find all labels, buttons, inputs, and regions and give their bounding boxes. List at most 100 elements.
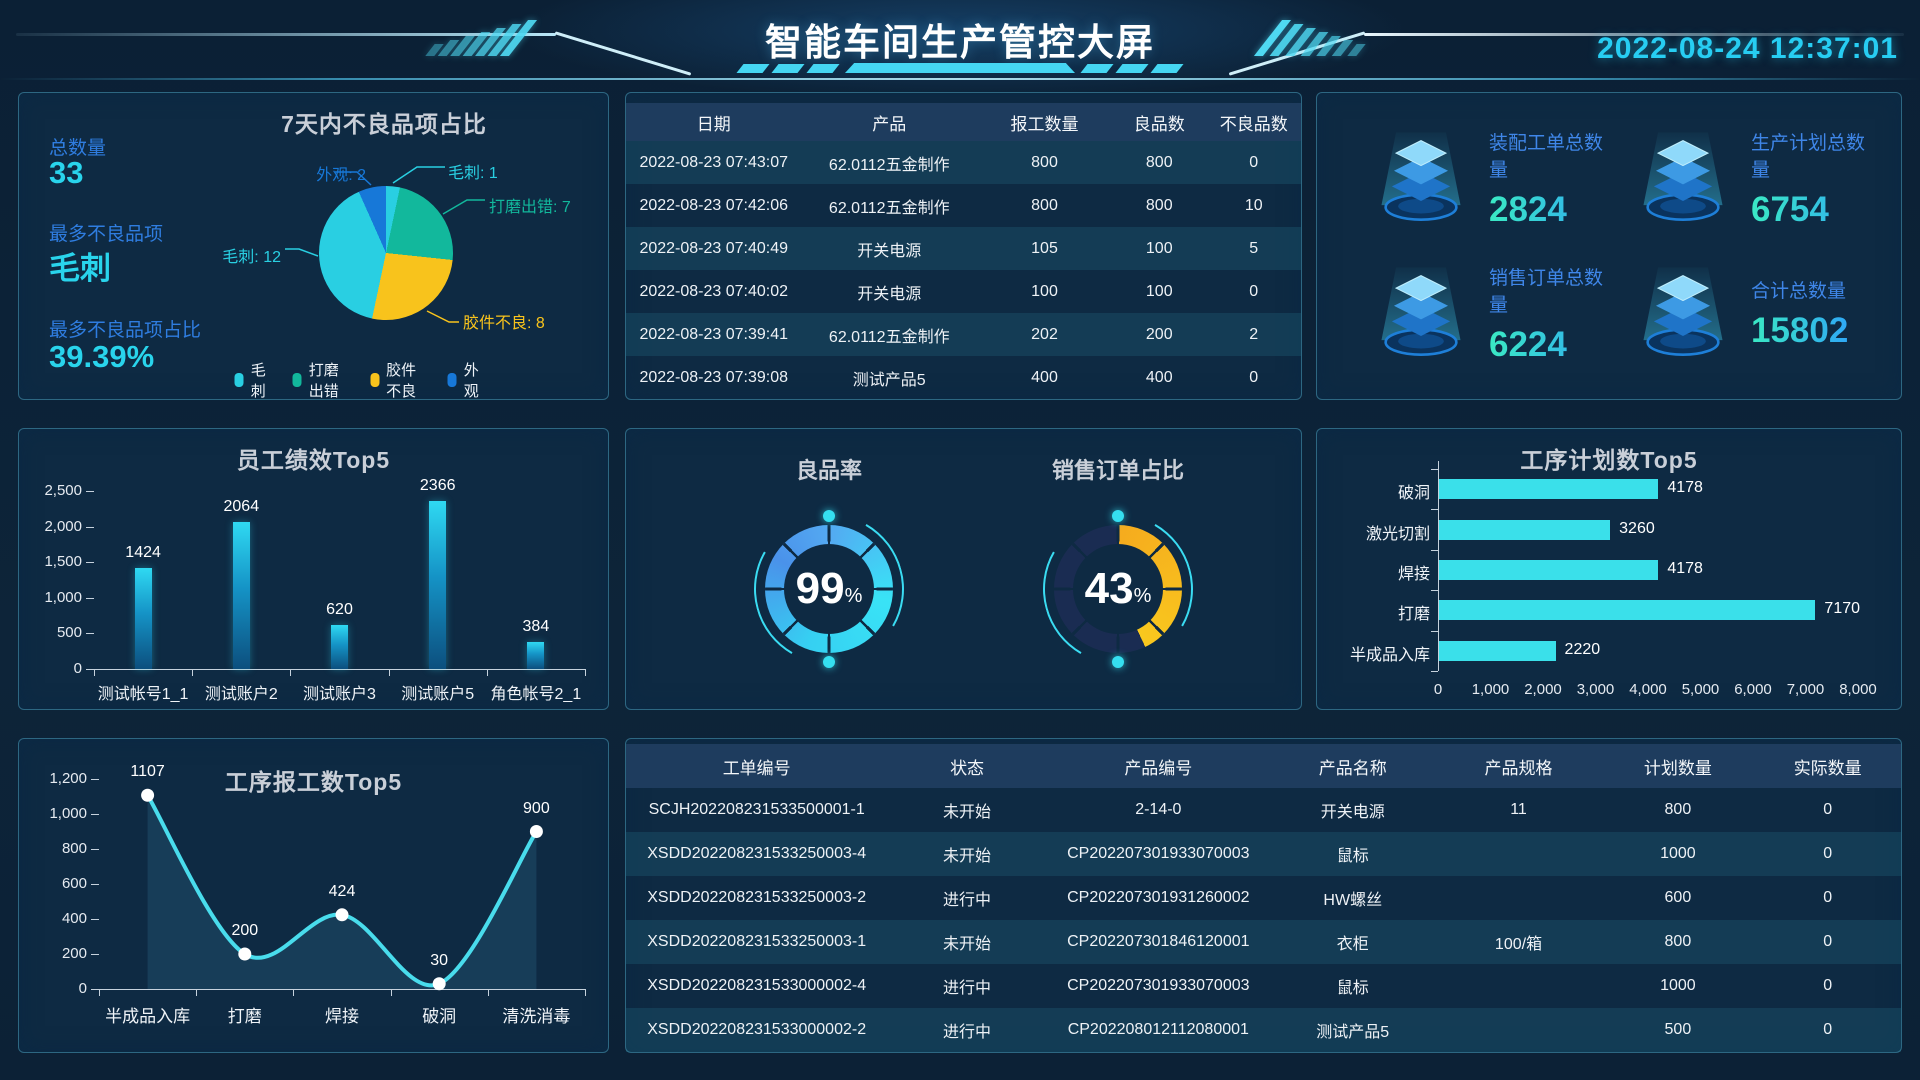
bar (527, 641, 545, 669)
y-tick-mark (1431, 509, 1438, 511)
y-tick-mark (1431, 671, 1438, 672)
x-category-label: 角色帐号2_1 (490, 686, 582, 703)
orders-stack-icon (1381, 132, 1461, 221)
cell: 62.0112五金制作 (828, 199, 950, 217)
y-tick-mark (91, 954, 99, 955)
cell: 2022-08-23 07:42:06 (639, 196, 789, 214)
total-stat-value: 6754 (1751, 190, 1871, 230)
datetime-clock: 2022-08-24 12:37:01 (1597, 32, 1898, 65)
pie-callout-label: 打磨出错: 7 (489, 199, 571, 216)
header-cell: 不良品数 (1219, 114, 1288, 134)
sales-gauge: 43 % (1026, 497, 1210, 681)
panel-title: 员工绩效Top5 (236, 447, 391, 473)
cell: 100/箱 (1494, 936, 1543, 953)
y-tick-mark (91, 779, 99, 780)
cell: 0 (1823, 889, 1833, 906)
x-tick-mark (290, 669, 292, 676)
cell: 5 (1249, 239, 1259, 257)
quality-gauge-title: 良品率 (795, 458, 862, 483)
bar (232, 522, 250, 669)
x-tick-label: 4,000 (1629, 681, 1667, 698)
total-stat-label: 销售订单总数量 (1489, 267, 1604, 316)
point-value-label: 424 (328, 882, 356, 900)
gauge-dot-decoration (1112, 510, 1124, 522)
y-category-label: 焊接 (1397, 566, 1430, 583)
header-pill-decoration (845, 63, 1075, 73)
cell: 11 (1510, 801, 1527, 818)
process-report-line-chart: 0 200 400 600 800 1,000 1,200 1107 半成品入库 200 打磨 424… (19, 739, 608, 1052)
total-stat-value: 6224 (1489, 325, 1609, 365)
x-axis-line (99, 989, 585, 990)
y-tick-label: 1,000 (44, 588, 82, 606)
top-defect-ratio-label: 最多不良品项占比 (49, 320, 202, 341)
x-tick-mark (94, 669, 95, 676)
y-category-label: 打磨 (1397, 606, 1430, 624)
y-tick-mark (86, 491, 94, 492)
cell: 衣柜 (1336, 936, 1369, 953)
page-title: 智能车间生产管控大屏 (765, 22, 1155, 63)
point-value-label: 30 (430, 951, 449, 969)
work-order-panel: 工单编号 状态 产品编号 产品名称 产品规格 计划数量 实际数量 SCJH2022082315… (625, 738, 1902, 1053)
cell: 进行中 (943, 892, 992, 909)
gauge-value: 43 % (1054, 525, 1182, 653)
legend-label: 毛刺 (250, 362, 266, 400)
cell: 105 (1031, 239, 1058, 257)
cell: 0 (1249, 153, 1259, 171)
x-tick-mark (585, 669, 586, 676)
header-cell: 产品编号 (1124, 758, 1193, 778)
cell: CP202207301846120001 (1067, 933, 1250, 950)
orders-stack-icon (1381, 267, 1461, 356)
cell: 未开始 (943, 936, 992, 953)
defect-ratio-panel: 7天内不良品项占比 总数量 33 最多不良品项 毛刺 最多不良品项占比 39.3… (18, 92, 609, 400)
cell: 2022-08-23 07:40:49 (639, 239, 789, 257)
cell: 800 (1145, 196, 1173, 214)
gauge-dot-decoration (823, 510, 835, 522)
cell: XSDD202208231533250003-2 (647, 889, 867, 906)
cell: 测试产品5 (852, 371, 926, 389)
gauge-dot-decoration (1112, 656, 1124, 668)
x-tick-mark (192, 669, 194, 676)
cell: 800 (1031, 153, 1058, 171)
cell: 600 (1664, 889, 1692, 906)
bar (1439, 560, 1659, 580)
top-defect-ratio-value: 39.39% (49, 339, 155, 374)
x-tick-label: 8,000 (1839, 681, 1877, 698)
y-tick-mark (86, 633, 94, 635)
x-category-label: 测试账户5 (401, 686, 475, 703)
cell: 0 (1823, 977, 1833, 994)
production-report-table: 日期 产品 报工数量 良品数 不良品数 2022-08-23 07:43:07 62.011… (626, 103, 1301, 399)
total-stat-label: 合计总数量 (1751, 281, 1847, 302)
x-category-label: 测试帐号1_1 (97, 686, 189, 703)
cell: SCJH202208231533500001-1 (648, 801, 865, 818)
cell: 100 (1145, 282, 1173, 300)
y-tick-mark (1431, 630, 1438, 632)
y-tick-label: 2,000 (44, 517, 82, 535)
cell: 202 (1031, 325, 1058, 343)
y-tick-mark (86, 526, 94, 528)
y-tick-label: 1,000 (49, 805, 87, 822)
top-defect-label: 最多不良品项 (49, 224, 164, 245)
cell: 0 (1823, 845, 1833, 862)
bar-value-label: 384 (522, 617, 550, 635)
cell: CP202207301933070003 (1067, 845, 1250, 862)
bar-value-label: 2064 (223, 498, 260, 516)
cell: 0 (1823, 933, 1833, 950)
table-row: XSDD202208231533250003-2 进行中 CP20220730193… (626, 876, 1901, 920)
cell: 1000 (1660, 845, 1696, 862)
table-row: XSDD202208231533000002-2 进行中 CP20220801211… (626, 1008, 1901, 1052)
table-row: XSDD202208231533250003-4 未开始 CP20220730193… (626, 832, 1901, 876)
cell: 800 (1664, 933, 1692, 950)
y-tick-label: 0 (78, 980, 87, 997)
x-tick-mark (388, 669, 390, 676)
cell: 测试产品5 (1316, 1024, 1390, 1041)
total-count-value: 33 (49, 155, 84, 190)
header-cell: 产品规格 (1484, 758, 1553, 778)
panel-title: 工序计划数Top5 (1520, 447, 1698, 473)
y-tick-label: 2,500 (44, 482, 82, 499)
x-tick-label: 0 (1433, 681, 1443, 698)
x-tick-mark (293, 989, 295, 996)
bar-value-label: 1424 (125, 543, 161, 561)
table-row: 2022-08-23 07:39:08 测试产品5 400 400 0 (626, 356, 1301, 399)
x-tick-mark (487, 989, 489, 996)
